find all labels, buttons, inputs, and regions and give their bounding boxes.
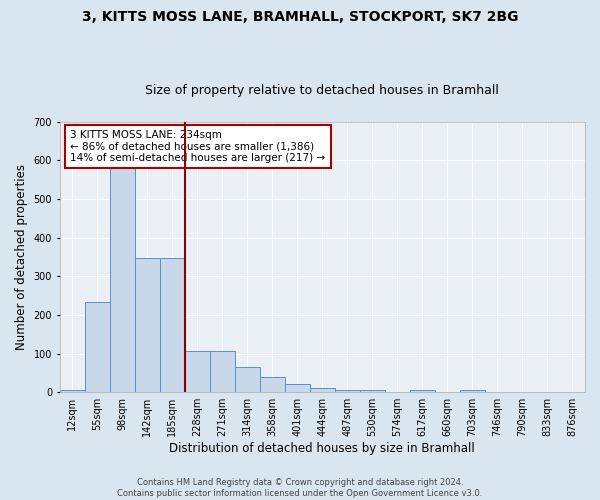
Text: 3, KITTS MOSS LANE, BRAMHALL, STOCKPORT, SK7 2BG: 3, KITTS MOSS LANE, BRAMHALL, STOCKPORT,… xyxy=(82,10,518,24)
Bar xyxy=(210,351,235,392)
Bar xyxy=(135,258,160,392)
Y-axis label: Number of detached properties: Number of detached properties xyxy=(15,164,28,350)
Title: Size of property relative to detached houses in Bramhall: Size of property relative to detached ho… xyxy=(145,84,499,97)
Text: 3 KITTS MOSS LANE: 234sqm
← 86% of detached houses are smaller (1,386)
14% of se: 3 KITTS MOSS LANE: 234sqm ← 86% of detac… xyxy=(70,130,325,163)
Bar xyxy=(185,351,210,392)
Bar xyxy=(460,390,485,392)
Bar xyxy=(335,390,360,392)
Bar xyxy=(285,384,310,392)
Bar xyxy=(85,302,110,392)
Bar xyxy=(59,390,85,392)
Bar xyxy=(310,388,335,392)
Bar xyxy=(360,390,385,392)
Bar xyxy=(235,367,260,392)
Bar xyxy=(110,152,135,392)
Bar xyxy=(160,258,185,392)
Bar xyxy=(410,390,435,392)
X-axis label: Distribution of detached houses by size in Bramhall: Distribution of detached houses by size … xyxy=(169,442,475,455)
Text: Contains HM Land Registry data © Crown copyright and database right 2024.
Contai: Contains HM Land Registry data © Crown c… xyxy=(118,478,482,498)
Bar xyxy=(260,377,285,392)
